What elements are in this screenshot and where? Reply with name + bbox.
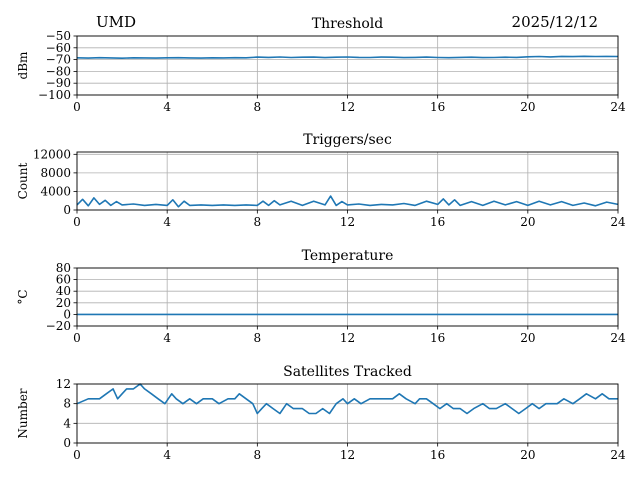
x-tick-label: 8 — [254, 448, 262, 462]
y-tick-label: 0 — [63, 203, 71, 217]
y-tick-label: −70 — [46, 53, 71, 67]
x-tick-label: 0 — [73, 215, 81, 229]
x-tick-label: 8 — [254, 100, 262, 114]
x-tick-label: 20 — [520, 215, 535, 229]
x-tick-label: 4 — [163, 215, 171, 229]
x-tick-label: 20 — [520, 100, 535, 114]
x-tick-label: 0 — [73, 100, 81, 114]
y-tick-label: 4000 — [40, 184, 71, 198]
series-line — [76, 195, 619, 208]
y-tick-label: 0 — [63, 307, 71, 321]
y-tick-label: 20 — [56, 296, 71, 310]
x-tick-label: 16 — [430, 215, 445, 229]
y-axis-label: °C — [16, 289, 30, 304]
x-tick-label: 24 — [610, 448, 626, 462]
x-tick-label: 0 — [73, 448, 81, 462]
chart-title: Triggers/sec — [303, 132, 392, 148]
y-tick-label: −90 — [46, 76, 71, 90]
y-tick-label: 0 — [63, 436, 71, 450]
station-label: UMD — [96, 13, 137, 31]
x-tick-label: 0 — [73, 331, 81, 345]
x-tick-label: 24 — [610, 215, 626, 229]
y-axis-label: dBm — [16, 51, 30, 80]
y-tick-label: 80 — [56, 261, 71, 275]
x-tick-label: 20 — [520, 448, 535, 462]
x-tick-label: 12 — [340, 448, 355, 462]
chart-panel-1: 0 4 8 12 16 20 24 −100−90−80−70−60−50 Threshold d… — [16, 16, 626, 114]
x-tick-label: 4 — [163, 448, 171, 462]
y-axis-label: Count — [16, 162, 30, 199]
series-line — [76, 55, 619, 60]
chart-title: Threshold — [312, 16, 383, 32]
y-tick-label: 4 — [63, 416, 71, 430]
series-line — [76, 383, 618, 415]
x-tick-label: 4 — [163, 100, 171, 114]
y-tick-label: 12000 — [33, 147, 71, 161]
date-label: 2025/12/12 — [511, 13, 598, 31]
y-axis-label: Number — [16, 388, 30, 438]
x-tick-label: 4 — [163, 331, 171, 345]
y-tick-label: −50 — [46, 29, 71, 43]
x-tick-label: 20 — [520, 331, 535, 345]
x-tick-label: 8 — [254, 215, 262, 229]
x-tick-label: 24 — [610, 100, 626, 114]
x-tick-label: 24 — [610, 331, 626, 345]
x-tick-label: 12 — [340, 331, 355, 345]
y-tick-label: −20 — [46, 319, 71, 333]
y-tick-label: 12 — [56, 377, 71, 391]
y-tick-label: −100 — [38, 88, 71, 102]
chart-panel-2: 0 4 8 12 16 20 24 0 4000 8000 12000 Triggers/sec Cou… — [16, 132, 626, 229]
chart-title: Temperature — [302, 248, 394, 264]
chart-title: Satellites Tracked — [283, 364, 412, 380]
x-tick-label: 16 — [430, 100, 445, 114]
y-tick-label: 8000 — [40, 166, 71, 180]
x-tick-label: 16 — [430, 448, 445, 462]
chart-panel-4: 0 4 8 12 16 20 24 0 4 8 12 Satellites Tracked Number — [16, 364, 626, 462]
y-tick-label: 8 — [63, 397, 71, 411]
y-tick-label: 40 — [56, 284, 71, 298]
y-tick-label: 60 — [56, 273, 71, 287]
x-tick-label: 12 — [340, 100, 355, 114]
x-tick-label: 16 — [430, 331, 445, 345]
x-tick-label: 12 — [340, 215, 355, 229]
x-tick-label: 8 — [254, 331, 262, 345]
y-tick-label: −60 — [46, 41, 71, 55]
y-tick-label: −80 — [46, 64, 71, 78]
